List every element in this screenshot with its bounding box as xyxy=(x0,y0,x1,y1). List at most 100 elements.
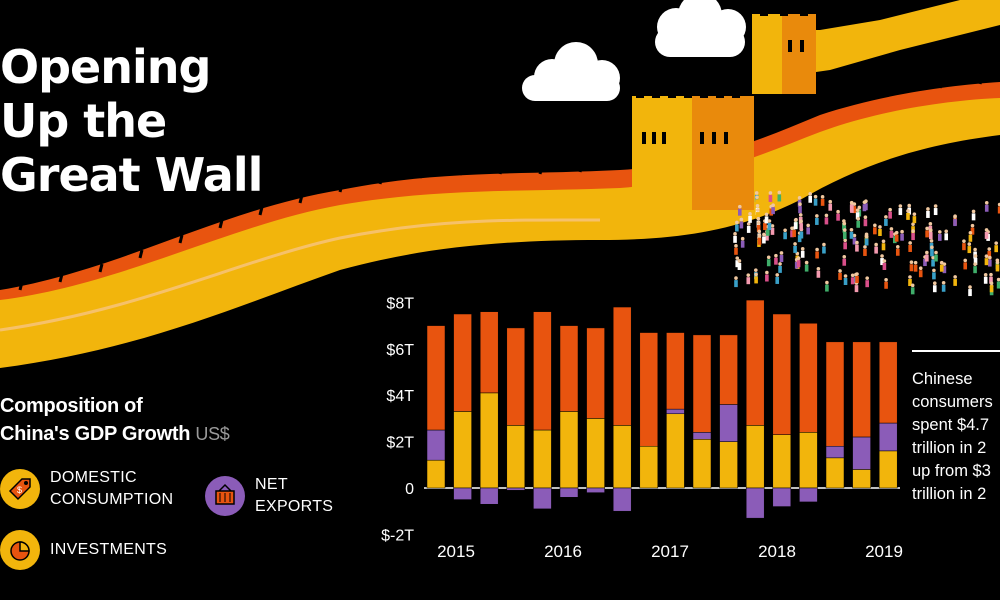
person-body xyxy=(873,227,877,235)
person-head xyxy=(881,239,886,244)
person-head xyxy=(984,200,989,205)
person-head xyxy=(838,269,842,273)
person-head xyxy=(970,223,975,228)
bar-net-exports xyxy=(799,487,818,503)
person-head xyxy=(909,260,914,265)
person-body xyxy=(930,249,934,257)
person-head xyxy=(734,244,738,248)
bar-domestic-consumption xyxy=(533,311,552,431)
person-head xyxy=(971,209,976,214)
person-body xyxy=(895,248,900,256)
bar-net-exports xyxy=(666,408,685,415)
person-head xyxy=(884,215,888,219)
callout-line: Chinese xyxy=(912,370,973,388)
bar-investments xyxy=(825,457,845,489)
person-head xyxy=(797,196,802,200)
person-body xyxy=(797,235,802,243)
person-head xyxy=(928,228,933,232)
person-body xyxy=(783,232,787,240)
bar-net-exports xyxy=(612,487,632,512)
person-body xyxy=(774,257,778,265)
person-head xyxy=(900,229,904,234)
person-body xyxy=(815,217,819,225)
person-head xyxy=(888,207,892,212)
person-head xyxy=(757,229,762,234)
title-line: Up the xyxy=(0,94,167,148)
person-head xyxy=(738,204,742,209)
bar-net-exports xyxy=(745,487,765,519)
person-body xyxy=(989,276,993,284)
person-body xyxy=(763,223,767,231)
title-line: Opening xyxy=(0,40,211,94)
gdp-growth-chart: $8T $6T $4T $2T 0 $-2T 2015 2016 2017 2018 2019 xyxy=(381,295,903,561)
crowd-illustration xyxy=(733,190,1000,297)
person-head xyxy=(907,203,912,208)
person-body xyxy=(855,276,859,284)
person-head xyxy=(770,224,775,228)
person-body xyxy=(852,206,857,214)
chart-subtitle: Composition of China's GDP Growth US$ xyxy=(0,392,230,448)
person-body xyxy=(790,230,794,238)
person-body xyxy=(798,206,802,214)
person-body xyxy=(931,259,935,267)
person-head xyxy=(953,275,957,279)
bar-net-exports xyxy=(772,487,792,507)
person-head xyxy=(931,255,935,260)
person-body xyxy=(842,231,847,239)
person-head xyxy=(820,195,825,199)
person-head xyxy=(997,202,1000,207)
bar-investments xyxy=(878,450,898,489)
person-head xyxy=(865,276,869,280)
person-body xyxy=(984,258,989,266)
legend-item-net-exports: NET EXPORTS xyxy=(205,474,333,518)
person-head xyxy=(793,218,798,222)
person-head xyxy=(843,238,847,243)
cloud-icon xyxy=(522,42,620,101)
person-head xyxy=(863,245,867,249)
legend-item-domestic-consumption: $ DOMESTIC CONSUMPTION xyxy=(0,467,173,511)
bar-domestic-consumption xyxy=(612,306,632,426)
person-head xyxy=(777,190,782,195)
callout-line: consumers xyxy=(912,393,993,411)
person-body xyxy=(754,276,758,284)
person-head xyxy=(828,199,833,204)
person-head xyxy=(849,227,854,232)
person-body xyxy=(918,270,923,278)
person-body xyxy=(925,254,929,262)
person-head xyxy=(746,222,751,226)
bar-domestic-consumption xyxy=(799,323,818,433)
bar-domestic-consumption xyxy=(825,341,845,447)
y-tick-label: $4T xyxy=(386,388,414,405)
person-head xyxy=(824,213,829,218)
person-head xyxy=(894,230,899,235)
person-body xyxy=(953,278,957,286)
x-year-label: 2016 xyxy=(544,542,582,561)
y-tick-label: $6T xyxy=(386,342,414,359)
shipping-container-icon xyxy=(205,476,245,516)
person-head xyxy=(906,209,910,213)
person-head xyxy=(882,259,887,263)
bar-domestic-consumption xyxy=(559,325,579,412)
bar-investments xyxy=(559,411,579,489)
person-head xyxy=(842,221,847,226)
person-body xyxy=(894,234,899,242)
person-head xyxy=(973,247,977,252)
person-head xyxy=(755,195,759,200)
bar-domestic-consumption xyxy=(639,332,659,447)
person-body xyxy=(737,262,742,270)
bar-investments xyxy=(479,392,499,489)
x-year-label: 2017 xyxy=(651,542,689,561)
person-body xyxy=(928,232,933,240)
person-head xyxy=(762,232,766,237)
person-head xyxy=(862,200,867,205)
person-body xyxy=(793,222,798,230)
y-tick-label: $2T xyxy=(386,435,414,452)
person-head xyxy=(755,204,760,208)
person-body xyxy=(997,206,1000,214)
page-title: Opening Up the Great Wall xyxy=(0,40,263,202)
person-body xyxy=(799,223,803,231)
person-head xyxy=(938,230,942,234)
person-head xyxy=(855,272,859,276)
person-head xyxy=(849,200,854,205)
